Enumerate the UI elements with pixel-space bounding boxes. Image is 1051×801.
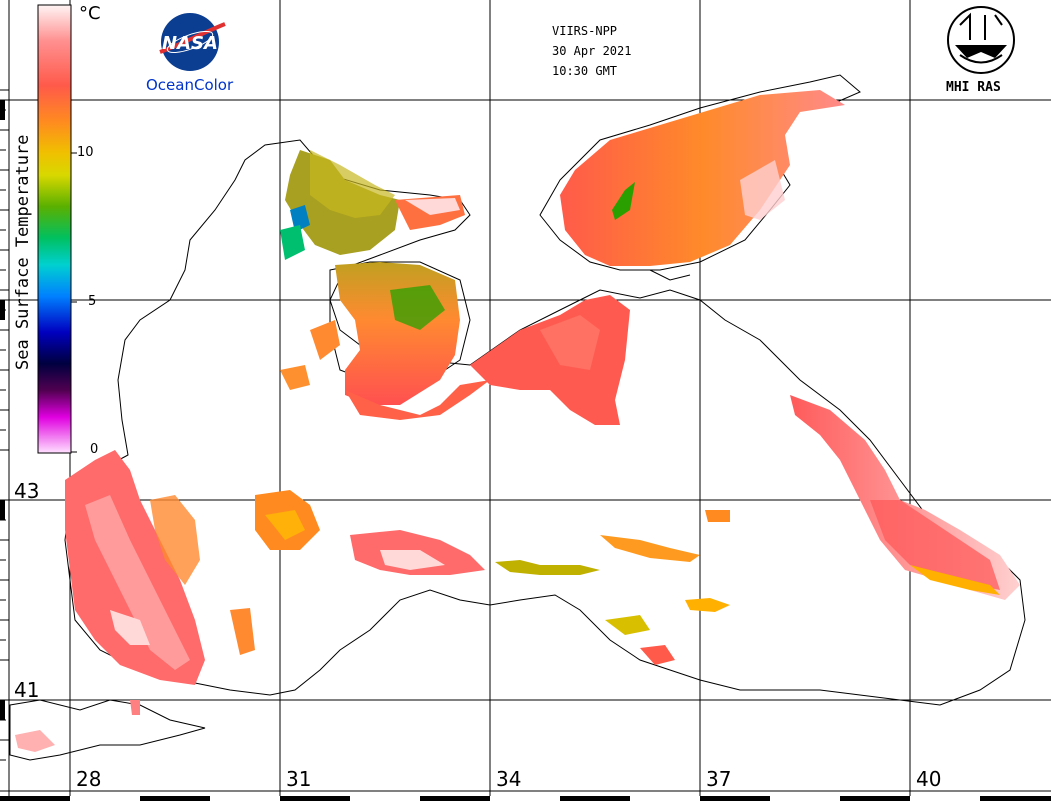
left-ruler [0,0,10,801]
nasa-logo-text: NASA [162,33,218,54]
lat-label-43: 43 [14,479,40,503]
colorbar [37,4,77,454]
bottom-ruler [0,790,1051,801]
sensor-label: VIIRS-NPP [552,24,618,38]
coastline [64,139,1026,706]
lon-label-40: 40 [916,767,942,791]
sst-fields [15,90,1020,752]
lat-label-41: 41 [14,678,40,702]
colorbar-tick-5: 5 [88,294,97,309]
colorbar-tick-10: 10 [77,145,94,160]
mhi-ras-label: MHI RAS [946,80,1001,95]
lon-label-34: 34 [496,767,522,791]
lon-label-28: 28 [76,767,102,791]
colorbar-title: Sea Surface Temperature [13,134,33,370]
time-label: 10:30 GMT [552,64,618,78]
colorbar-tick-0: 0 [90,442,99,457]
nasa-logo: NASA [159,13,226,71]
lon-label-37: 37 [706,767,732,791]
colorbar-unit: °C [79,3,101,24]
lon-label-31: 31 [286,767,312,791]
date-label: 30 Apr 2021 [552,44,632,58]
oceancolor-label: OceanColor [146,76,234,94]
mhi-ras-logo [947,6,1015,74]
